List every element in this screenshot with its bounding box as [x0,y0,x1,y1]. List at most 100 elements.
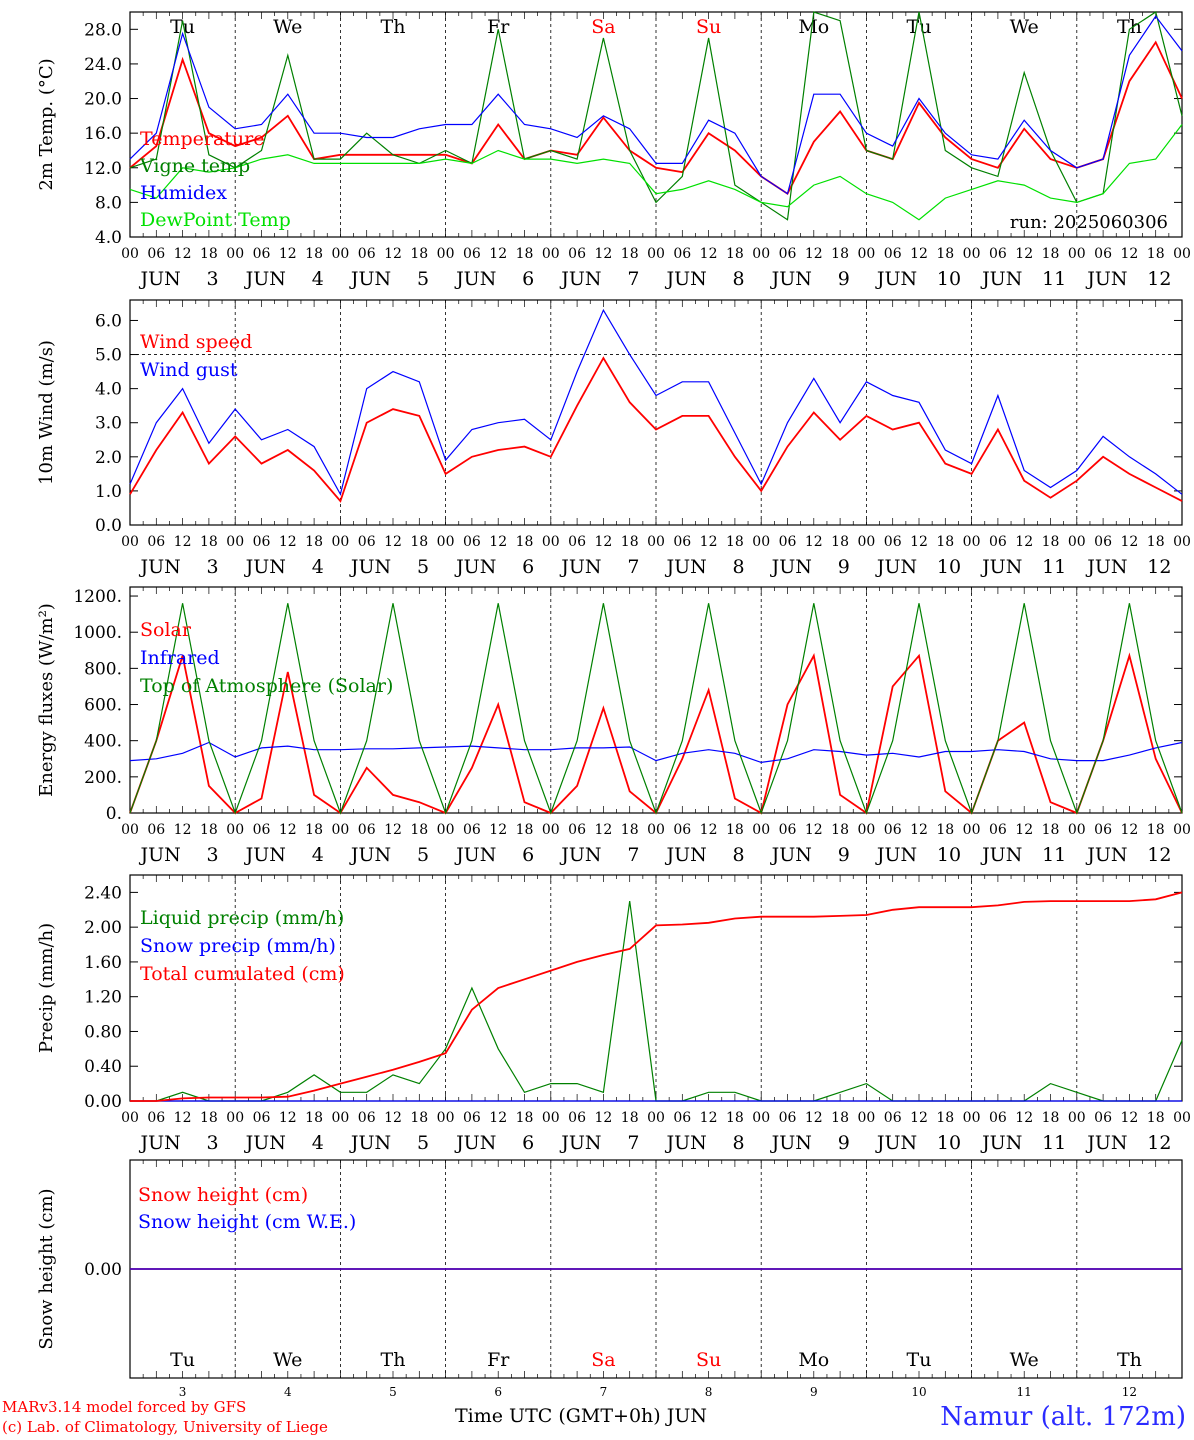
x-hour-label: 00 [647,246,665,262]
x-hour-label: 00 [437,534,455,550]
legend-entry: Infrared [140,647,220,669]
x-hour-label: 06 [568,822,586,838]
x-month-label: JUN [1085,1132,1127,1154]
x-hour-label: 00 [226,246,244,262]
plot-frame [129,299,1183,526]
x-hour-label: 18 [831,822,849,838]
x-month-label: JUN [138,556,180,578]
x-hour-label: 18 [936,822,954,838]
x-day-label: 12 [1122,1385,1137,1399]
x-month-label: JUN [980,556,1022,578]
x-day-label: 6 [494,1385,502,1399]
x-hour-label: 06 [884,534,902,550]
series-line-4-3 [130,891,1183,1102]
y-axis-label: Snow height (cm) [36,1188,57,1349]
x-hour-label: 00 [437,1110,455,1126]
x-day-label: 12 [1147,1132,1171,1154]
weekday-label: Th [381,1349,406,1371]
x-hour-label: 00 [1173,1110,1191,1126]
series-line-2-1 [129,356,1183,503]
x-hour-label: 18 [305,246,323,262]
x-day-label: 5 [417,556,429,578]
x-hour-label: 06 [989,534,1007,550]
x-hour-label: 00 [331,534,349,550]
x-hour-label: 18 [516,822,534,838]
x-month-label: JUN [138,844,180,866]
y-tick-label: 4.0 [95,380,122,400]
x-day-label: 8 [705,1385,713,1399]
x-day-label: 4 [312,268,324,290]
series-line-1-3 [129,15,1183,195]
x-day-label: 9 [838,1132,850,1154]
x-day-label: 11 [1042,1132,1066,1154]
x-hour-label: 12 [174,246,192,262]
x-day-label: 5 [417,844,429,866]
x-hour-label: 18 [410,534,428,550]
x-month-label: JUN [454,1132,496,1154]
x-month-label: JUN [664,844,706,866]
x-month-label: JUN [770,1132,812,1154]
x-hour-label: 12 [384,246,402,262]
x-hour-label: 00 [963,822,981,838]
x-hour-label: 06 [253,534,271,550]
x-day-label: 4 [312,1132,324,1154]
x-hour-label: 18 [936,1110,954,1126]
x-hour-label: 18 [410,1110,428,1126]
x-hour-label: 00 [1068,534,1086,550]
x-hour-label: 12 [910,246,928,262]
series-line-2-2 [129,308,1183,496]
legend-entry: DewPoint Temp [140,209,291,231]
weekday-label: Mo [798,16,829,38]
x-day-label: 6 [522,844,534,866]
weekday-label: Th [381,16,406,38]
x-hour-label: 00 [121,822,139,838]
y-tick-label: 12.0 [84,159,122,179]
x-hour-label: 00 [752,822,770,838]
x-day-label: 9 [838,844,850,866]
x-hour-label: 18 [516,534,534,550]
x-hour-label: 18 [936,246,954,262]
weekday-label: Mo [798,1349,829,1371]
weekday-label: Th [1117,1349,1142,1371]
x-hour-label: 06 [253,822,271,838]
x-hour-label: 18 [726,822,744,838]
x-day-label: 4 [312,556,324,578]
x-hour-label: 12 [700,822,718,838]
x-hour-label: 00 [437,246,455,262]
x-month-label: JUN [875,556,917,578]
x-hour-label: 12 [594,822,612,838]
x-day-label: 11 [1042,556,1066,578]
x-hour-label: 00 [437,822,455,838]
x-hour-label: 06 [358,822,376,838]
weekday-label: Tu [907,1349,932,1371]
x-hour-label: 06 [147,1110,165,1126]
x-hour-label: 06 [1094,246,1112,262]
x-hour-label: 12 [384,1110,402,1126]
legend-entry: Snow height (cm W.E.) [138,1211,356,1233]
station-label: Namur (alt. 172m) [940,1402,1186,1432]
legend-entry: Wind speed [140,331,252,353]
x-month-label: JUN [349,268,391,290]
x-hour-label: 00 [1173,246,1191,262]
weekday-label: Fr [487,16,510,38]
x-day-label: 3 [207,268,219,290]
x-hour-label: 00 [857,534,875,550]
x-hour-label: 18 [200,246,218,262]
x-hour-label: 18 [726,1110,744,1126]
x-day-label: 3 [207,844,219,866]
x-hour-label: 18 [1042,1110,1060,1126]
x-hour-label: 12 [700,246,718,262]
x-hour-label: 06 [358,246,376,262]
x-day-label: 7 [627,268,639,290]
x-hour-label: 06 [884,246,902,262]
x-day-label: 11 [1042,268,1066,290]
x-hour-label: 18 [621,822,639,838]
x-hour-label: 06 [147,534,165,550]
y-tick-label: 16.0 [84,124,122,144]
x-hour-label: 12 [910,822,928,838]
x-month-label: JUN [559,268,601,290]
x-day-label: 9 [838,556,850,578]
x-hour-label: 00 [542,246,560,262]
x-hour-label: 12 [805,1110,823,1126]
y-axis-label: Precip (mm/h) [36,923,57,1053]
